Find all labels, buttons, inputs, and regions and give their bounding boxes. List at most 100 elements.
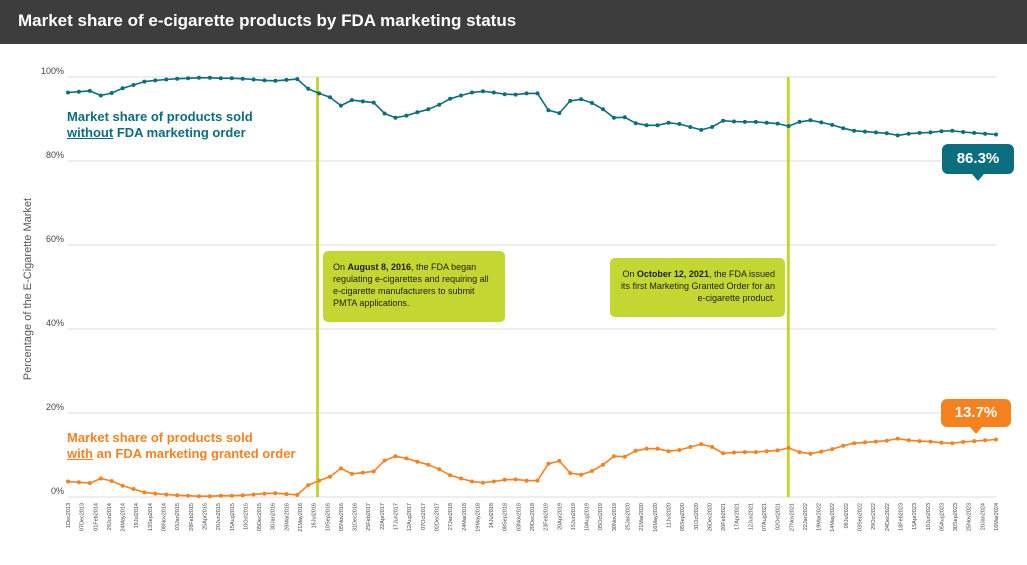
data-point: [655, 123, 660, 128]
data-point: [786, 445, 791, 450]
data-point: [655, 446, 660, 451]
data-point: [961, 130, 966, 134]
data-point: [404, 456, 409, 461]
x-tick-label: 02Dec2017: [434, 503, 440, 531]
x-tick-label: 24Dec2022: [885, 503, 891, 531]
callout-without-value: 86.3%: [942, 144, 1014, 181]
x-tick-label: 16May2020: [653, 503, 659, 532]
data-point: [895, 436, 900, 441]
data-point: [164, 77, 169, 82]
x-tick-label: 16Jul2016: [312, 503, 318, 528]
data-point: [710, 445, 715, 449]
data-point: [415, 110, 420, 115]
x-tick-label: 13Sep2014: [148, 503, 154, 531]
annotation-aug-2016: On August 8, 2016, the FDA began regulat…: [323, 251, 505, 322]
data-point: [983, 438, 988, 443]
data-point: [830, 122, 835, 127]
data-point: [688, 445, 693, 449]
data-point: [382, 458, 387, 463]
x-tick-label: 29Dec2018: [530, 503, 536, 531]
data-point: [568, 98, 573, 103]
data-point: [590, 101, 594, 105]
data-point: [131, 83, 136, 87]
x-tick-label: 20Apr2019: [557, 503, 563, 530]
x-tick-label: 07Oct2017: [421, 503, 427, 530]
data-point: [775, 448, 780, 453]
data-point: [338, 103, 343, 108]
data-point: [884, 131, 889, 136]
data-point: [393, 115, 398, 120]
data-point: [994, 132, 998, 137]
data-point: [688, 125, 693, 129]
x-tick-label: 18Feb2023: [898, 503, 904, 531]
data-point: [721, 451, 726, 456]
data-point: [830, 447, 835, 452]
data-point: [524, 478, 529, 483]
data-point: [87, 88, 92, 93]
data-point: [437, 467, 442, 472]
data-point: [622, 454, 627, 459]
label-with-order: Market share of products sold with an FD…: [67, 430, 296, 461]
data-point: [557, 458, 562, 463]
data-point: [66, 479, 70, 484]
chart-title: Market share of e-cigarette products by …: [18, 11, 517, 30]
x-tick-label: 05Oct2019: [598, 503, 604, 530]
data-point: [721, 118, 726, 123]
data-point: [207, 75, 212, 80]
data-point: [633, 121, 638, 126]
data-point: [841, 443, 846, 448]
data-point: [328, 95, 332, 100]
data-point: [131, 487, 136, 491]
data-point: [546, 461, 551, 466]
data-point: [535, 478, 540, 483]
x-tick-label: 22Jan2022: [803, 503, 809, 530]
data-point: [480, 480, 485, 485]
data-point: [950, 441, 955, 446]
x-tick-label: 03Sep2022: [858, 503, 864, 531]
data-point: [633, 448, 638, 453]
data-point: [218, 76, 223, 81]
y-tick-label: 20%: [46, 402, 64, 412]
data-point: [251, 492, 256, 497]
data-point: [939, 129, 944, 134]
x-tick-label: 20Feb2021: [721, 503, 727, 531]
x-tick-label: 29Oct2022: [871, 503, 877, 530]
data-point: [459, 476, 463, 481]
series-lines: [66, 75, 998, 499]
data-point: [153, 78, 158, 83]
x-tick-label: 19Mar2022: [817, 503, 823, 531]
x-tick-label: 02Oct2021: [776, 503, 782, 530]
x-tick-label: 09Jul2022: [844, 503, 850, 528]
x-tick-label: 27Jan2018: [448, 503, 454, 530]
data-point: [426, 462, 431, 467]
data-point: [753, 119, 758, 124]
data-point: [142, 490, 147, 495]
x-tick-label: 21Mar2020: [639, 503, 645, 531]
x-tick-label: 01Feb2014: [93, 503, 99, 531]
data-point: [470, 90, 474, 95]
data-point: [863, 440, 867, 445]
x-tick-label: 30Jan2016: [271, 503, 277, 530]
x-tick-label: 31Dec2016: [353, 503, 359, 531]
x-tick-label: 15Jun2019: [571, 503, 577, 530]
data-point: [611, 115, 616, 120]
data-point: [491, 479, 496, 484]
data-point: [120, 86, 125, 91]
data-point: [502, 92, 507, 97]
x-tick-label: 26Dec2020: [707, 503, 713, 531]
data-point: [470, 479, 474, 484]
data-point: [797, 119, 802, 124]
data-point: [262, 78, 267, 83]
data-point: [699, 127, 704, 132]
data-point: [360, 470, 365, 475]
data-point: [284, 492, 289, 497]
data-point: [153, 491, 158, 496]
data-point: [175, 493, 180, 498]
data-point: [852, 441, 857, 446]
data-point: [186, 76, 191, 81]
data-point: [120, 483, 125, 488]
x-tick-label: 20Jan2024: [980, 503, 986, 530]
data-point: [535, 91, 540, 96]
data-point: [480, 89, 485, 94]
x-tick-label: 03Jan2015: [175, 503, 181, 530]
